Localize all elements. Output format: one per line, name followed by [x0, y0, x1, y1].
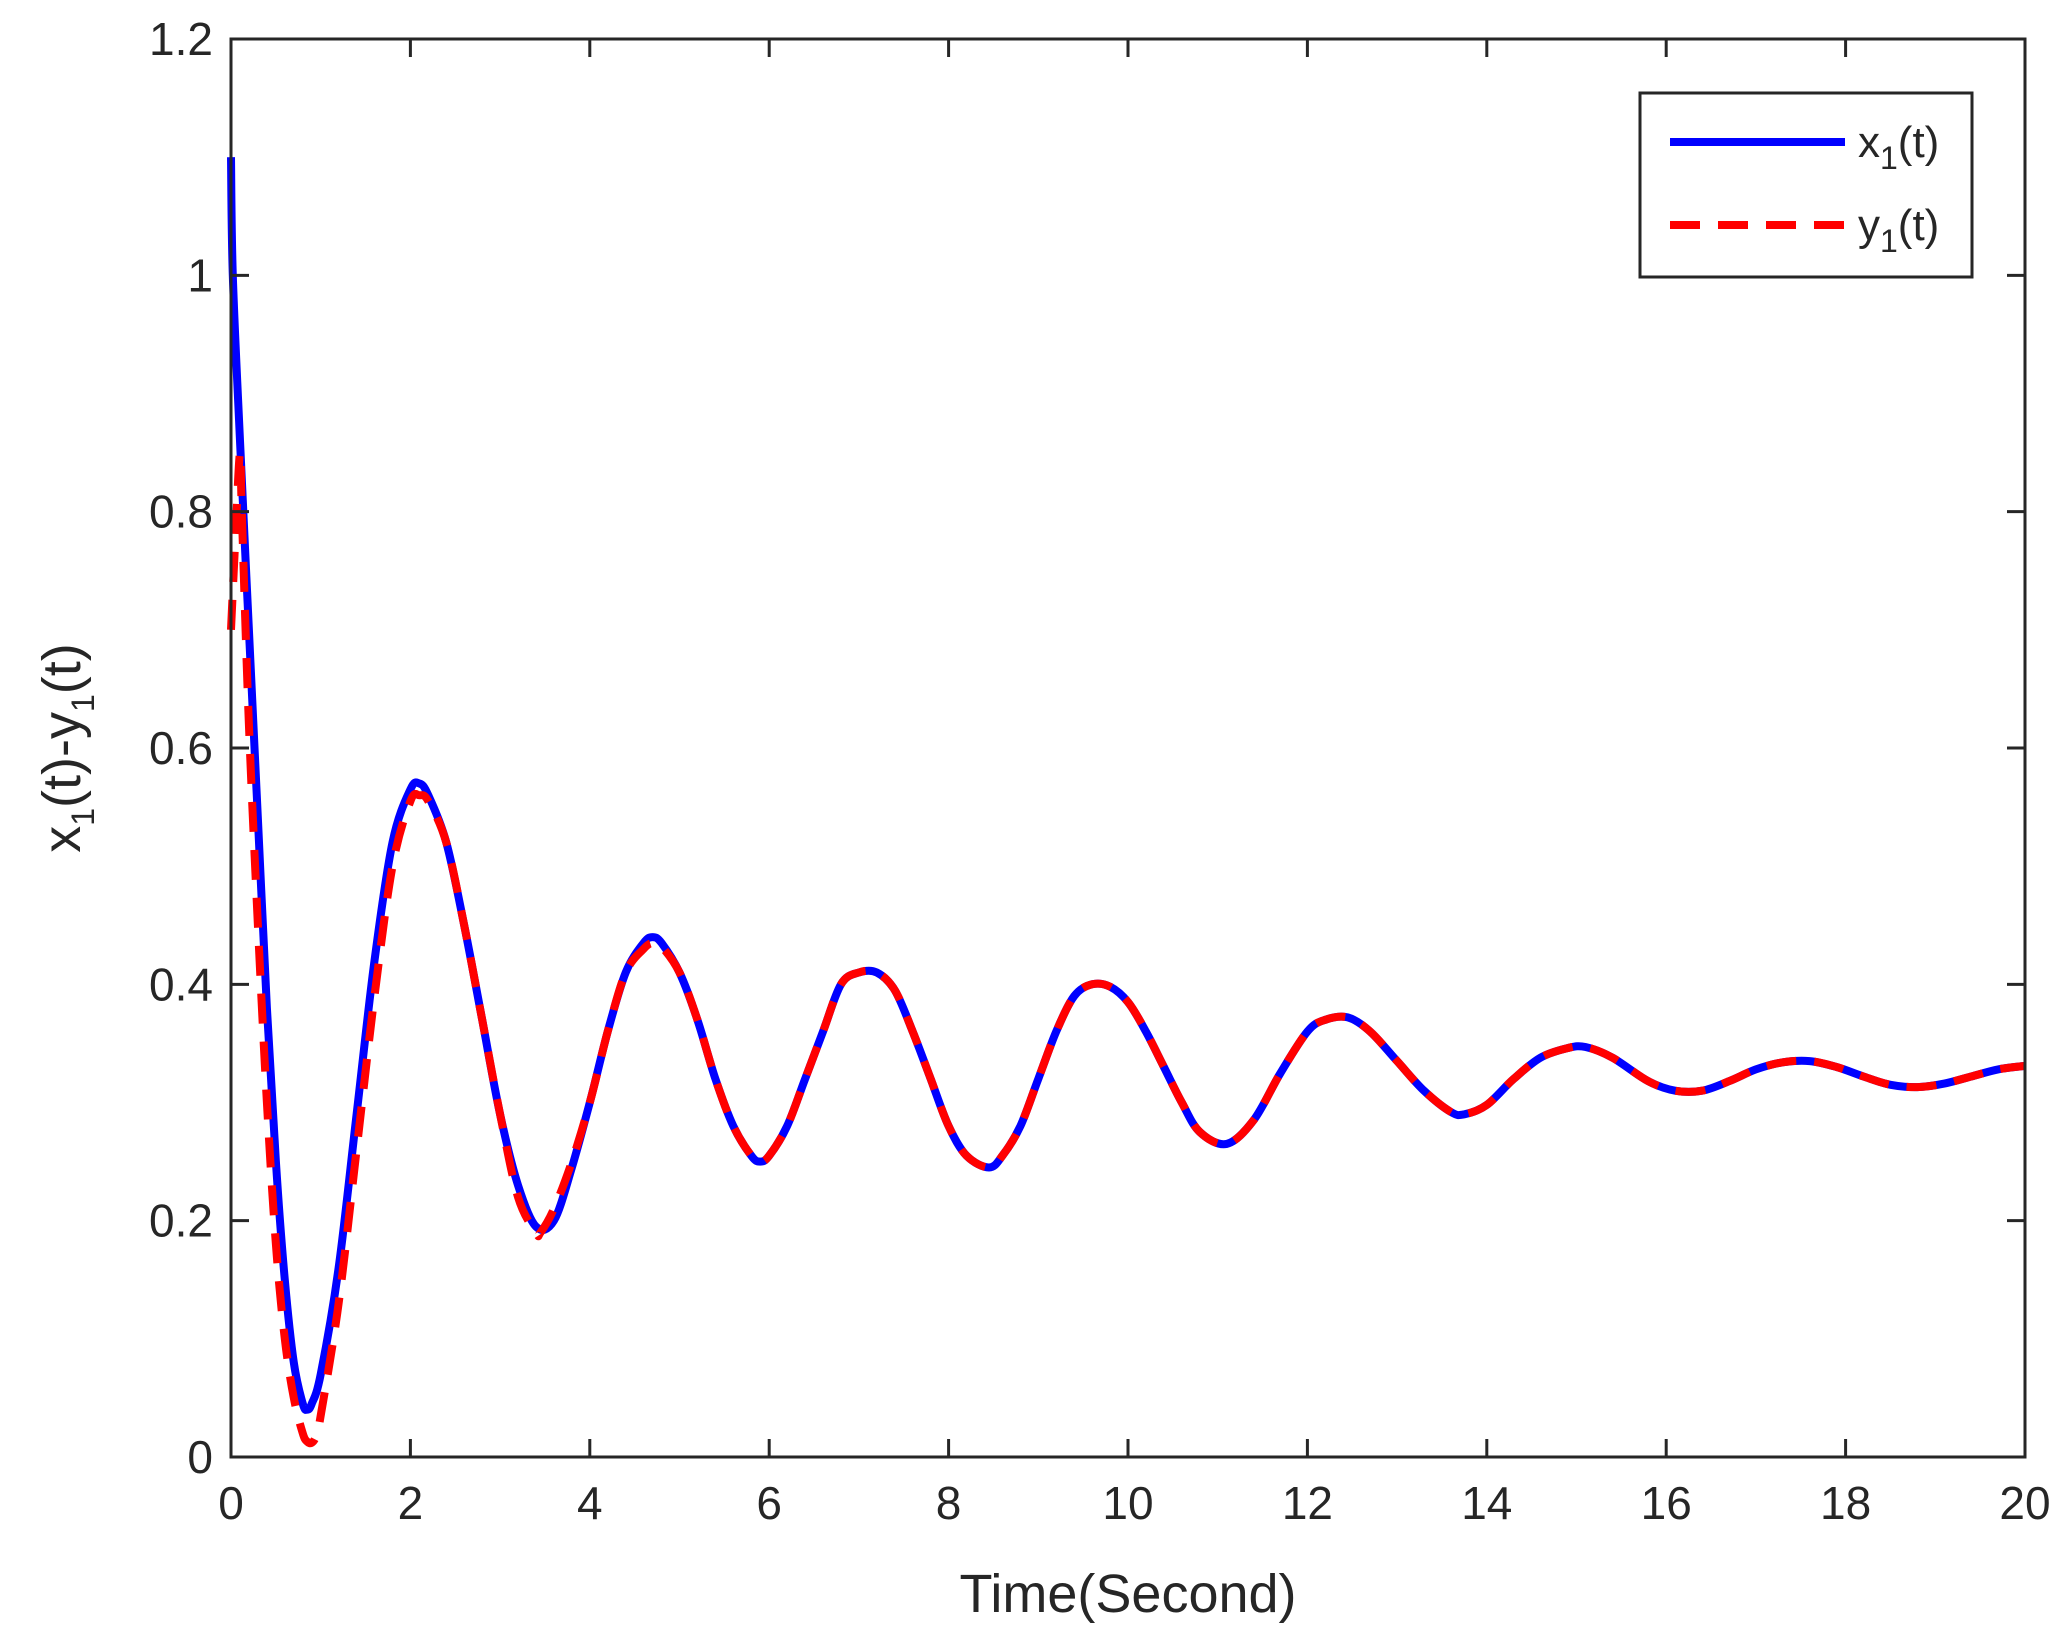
legend-label-x1: x1(t): [1858, 118, 1939, 176]
tick-layer: 0 2 4 6 8 10 12 14 16 18 20 0 0.2 0.4 0.6 0.8 1 1.2: [149, 13, 2051, 1529]
x-tick-label: 16: [1641, 1477, 1692, 1529]
x-tick-label: 6: [756, 1477, 782, 1529]
x-tick-label: 10: [1102, 1477, 1153, 1529]
y-axis-label-part: (t): [32, 643, 92, 694]
x-tick-label: 20: [1999, 1477, 2050, 1529]
y-axis-label-subscript: 1: [65, 694, 101, 712]
y-axis-label-subscript: 1: [65, 808, 101, 826]
legend-label-part: y: [1858, 201, 1880, 250]
y-axis-label: x1(t)-y1(t): [32, 643, 101, 853]
legend-label-subscript: 1: [1880, 140, 1898, 176]
y-tick-label: 1.2: [149, 13, 213, 65]
y-tick-label: 1: [187, 249, 213, 301]
axes-box: [229, 37, 2027, 1459]
legend-label-y1: y1(t): [1858, 201, 1939, 259]
y-axis-label-part: (t)-y: [32, 712, 92, 808]
y-tick-label: 0.8: [149, 486, 213, 538]
series-layer: [227, 157, 2026, 1448]
legend: x1(t) y1(t): [1638, 91, 1974, 279]
x-tick-label: 8: [936, 1477, 962, 1529]
legend-label-subscript: 1: [1880, 223, 1898, 259]
legend-box: [1638, 91, 1974, 279]
x-tick-label: 2: [398, 1477, 424, 1529]
y-tick-label: 0: [187, 1431, 213, 1483]
legend-label-part: (t): [1898, 118, 1940, 167]
x-tick-label: 14: [1461, 1477, 1512, 1529]
x-tick-label: 4: [577, 1477, 603, 1529]
y-tick-label: 0.6: [149, 722, 213, 774]
y-axis-label-part: x: [32, 826, 92, 853]
series-line-y1: [227, 448, 2026, 1448]
x-axis-label: Time(Second): [959, 1564, 1296, 1624]
y-tick-label: 0.2: [149, 1195, 213, 1247]
legend-label-part: (t): [1898, 201, 1940, 250]
y-tick-label: 0.4: [149, 958, 213, 1010]
x-tick-label: 12: [1282, 1477, 1333, 1529]
x-tick-label: 18: [1820, 1477, 1871, 1529]
x-tick-label: 0: [218, 1477, 244, 1529]
legend-label-part: x: [1858, 118, 1880, 167]
